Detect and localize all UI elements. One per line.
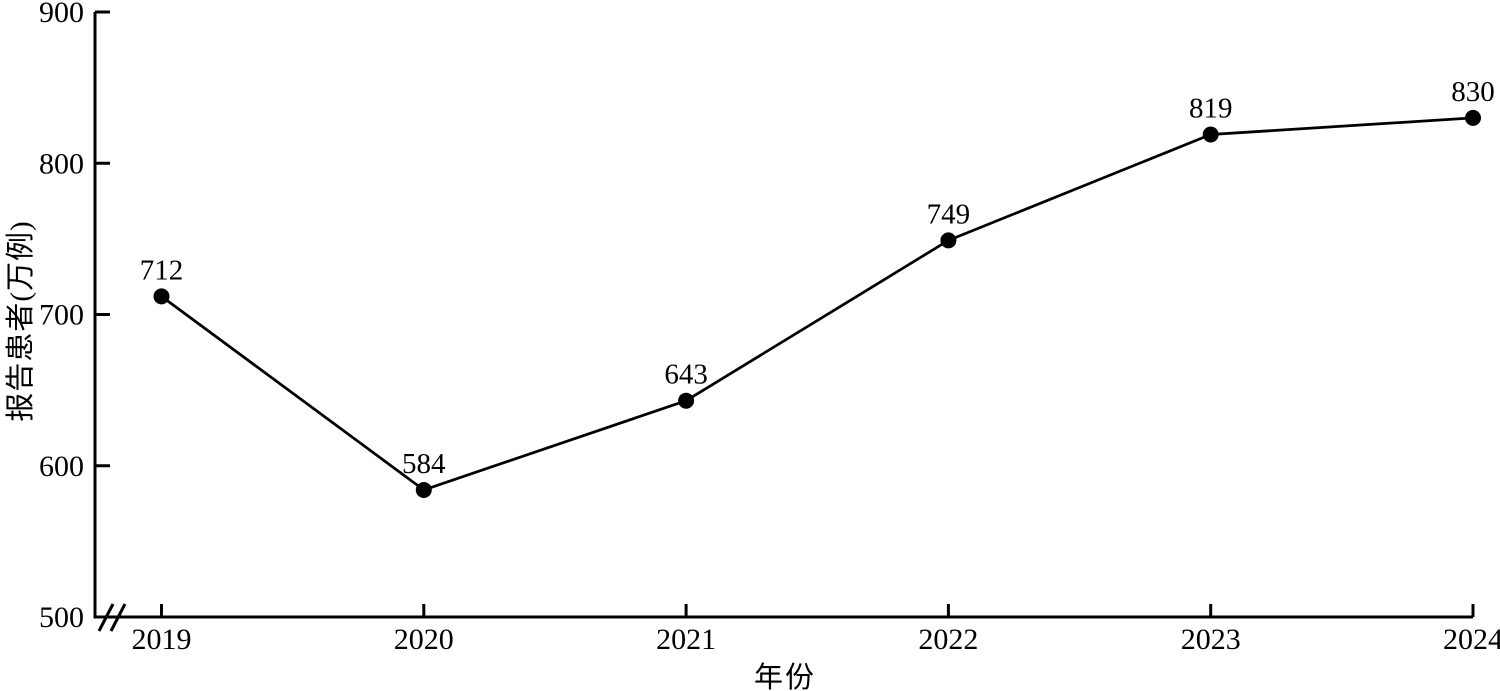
x-tick-label: 2022 [918, 623, 978, 656]
y-tick-label: 500 [39, 601, 84, 634]
axis-break-mark-icon [109, 603, 127, 632]
data-point [1465, 109, 1481, 126]
data-point [678, 392, 695, 409]
x-tick-label: 2024 [1443, 623, 1500, 656]
data-line [160, 116, 1475, 492]
y-tick-label: 900 [39, 0, 84, 29]
data-point [1202, 126, 1219, 143]
data-point [415, 481, 432, 498]
point-label: 584 [402, 448, 446, 480]
point-label: 819 [1189, 93, 1233, 125]
x-tick-label: 2021 [656, 623, 716, 656]
point-label: 749 [927, 198, 971, 230]
y-tick-label: 800 [39, 147, 84, 180]
point-label: 830 [1451, 76, 1495, 108]
x-tick-label: 2019 [132, 623, 192, 656]
axis-break-mark-icon [97, 603, 115, 632]
y-tick-label: 700 [39, 299, 84, 332]
point-label: 712 [140, 254, 184, 286]
y-axis-title: 报告患者(万例) [5, 220, 37, 422]
y-tick-label: 600 [39, 450, 84, 483]
x-tick-label: 2020 [394, 623, 454, 656]
x-axis-title: 年份 [753, 662, 816, 691]
data-point [940, 232, 957, 249]
x-tick-label: 2023 [1181, 623, 1241, 656]
point-label: 643 [664, 359, 708, 391]
data-point [153, 288, 170, 305]
